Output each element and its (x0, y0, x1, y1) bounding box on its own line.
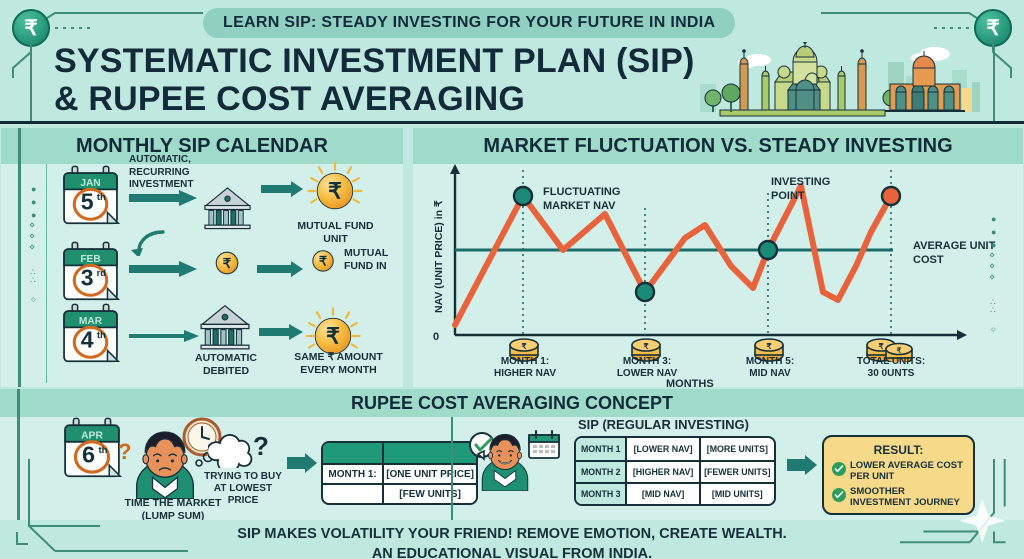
svg-text:4: 4 (81, 327, 94, 353)
svg-text:3: 3 (81, 265, 94, 291)
svg-text:₹: ₹ (878, 342, 883, 351)
svg-text:MAR: MAR (79, 316, 103, 327)
svg-text:5: 5 (81, 189, 94, 215)
svg-text:JAN: JAN (80, 178, 100, 189)
svg-text:₹: ₹ (897, 346, 902, 355)
svg-text:rd: rd (97, 268, 107, 279)
svg-text:th: th (98, 445, 107, 456)
svg-text:₹: ₹ (643, 342, 648, 351)
svg-text:0: 0 (433, 331, 439, 343)
svg-text:₹: ₹ (521, 342, 526, 351)
svg-text:th: th (97, 192, 106, 203)
svg-text:FEB: FEB (80, 254, 100, 265)
svg-text:th: th (97, 330, 106, 341)
svg-text:APR: APR (81, 430, 103, 441)
svg-text:₹: ₹ (766, 342, 771, 351)
